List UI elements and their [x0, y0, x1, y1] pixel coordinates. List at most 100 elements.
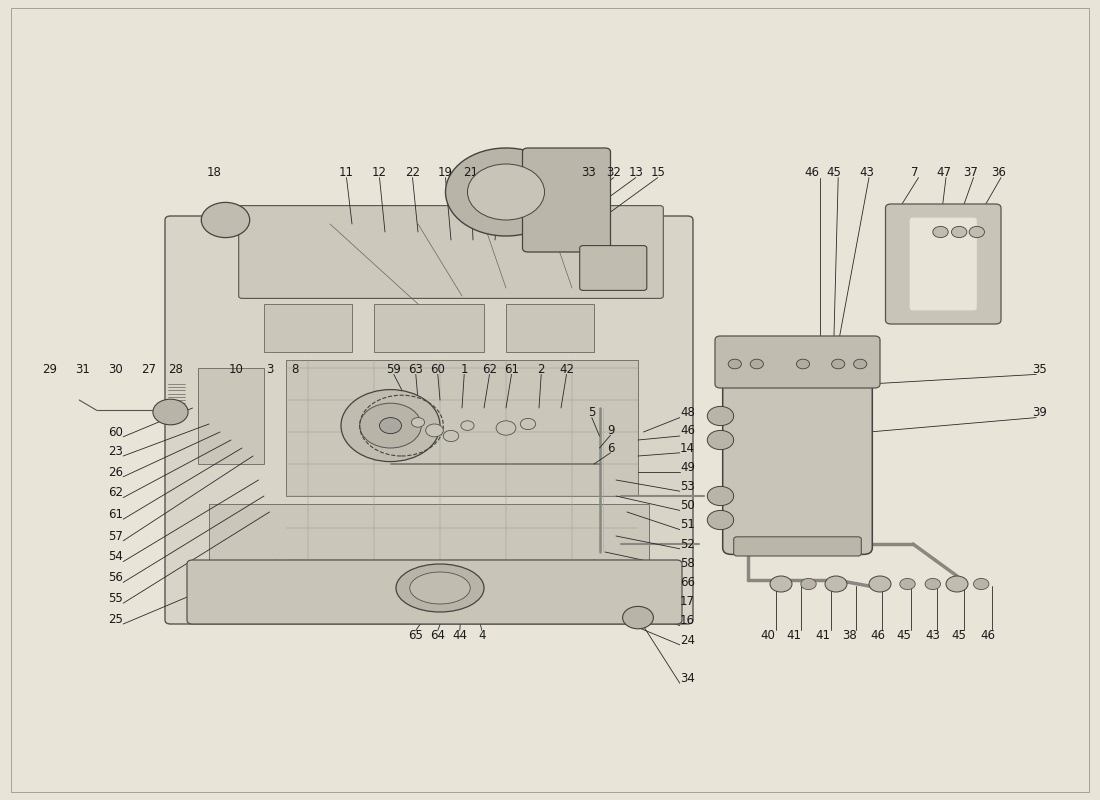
Text: 64: 64: [430, 629, 446, 642]
Text: 33: 33: [581, 166, 596, 178]
Circle shape: [360, 403, 421, 448]
Text: 23: 23: [108, 445, 123, 458]
Text: 45: 45: [952, 629, 967, 642]
Circle shape: [623, 606, 653, 629]
Text: 6: 6: [607, 442, 614, 454]
FancyBboxPatch shape: [522, 148, 611, 252]
Circle shape: [952, 226, 967, 238]
Text: 55: 55: [108, 592, 123, 605]
Text: 34: 34: [680, 672, 695, 685]
Text: 29: 29: [42, 363, 57, 376]
Text: 8: 8: [292, 363, 298, 376]
Text: 41: 41: [786, 629, 802, 642]
Circle shape: [707, 406, 734, 426]
Text: 27: 27: [141, 363, 156, 376]
Text: 57: 57: [108, 530, 123, 542]
Text: 5: 5: [588, 406, 595, 419]
Text: 40: 40: [760, 629, 775, 642]
Text: 51: 51: [680, 518, 695, 531]
Text: 63: 63: [408, 363, 424, 376]
FancyBboxPatch shape: [723, 350, 872, 554]
Text: 28: 28: [168, 363, 184, 376]
Text: 22: 22: [405, 166, 420, 178]
Bar: [374, 304, 484, 352]
Circle shape: [933, 226, 948, 238]
Text: 30: 30: [108, 363, 123, 376]
Circle shape: [770, 576, 792, 592]
Text: 9: 9: [607, 424, 614, 437]
Text: 25: 25: [108, 613, 123, 626]
Text: 47: 47: [936, 166, 952, 178]
Circle shape: [446, 148, 566, 236]
Text: 7: 7: [912, 166, 918, 178]
Circle shape: [520, 418, 536, 430]
Bar: [506, 304, 594, 352]
Text: 41: 41: [815, 629, 830, 642]
Circle shape: [969, 226, 984, 238]
Bar: [209, 504, 649, 576]
Text: 18: 18: [207, 166, 222, 178]
Circle shape: [707, 510, 734, 530]
Text: 59: 59: [386, 363, 402, 376]
FancyBboxPatch shape: [910, 218, 977, 310]
Text: 58: 58: [680, 557, 695, 570]
Text: 46: 46: [870, 629, 886, 642]
Text: 39: 39: [1032, 406, 1047, 419]
Circle shape: [341, 390, 440, 462]
Circle shape: [707, 486, 734, 506]
Text: 49: 49: [680, 461, 695, 474]
Bar: [264, 304, 352, 352]
Text: 44: 44: [452, 629, 468, 642]
Text: 12: 12: [372, 166, 387, 178]
Text: 36: 36: [991, 166, 1006, 178]
FancyBboxPatch shape: [734, 537, 861, 556]
FancyBboxPatch shape: [239, 206, 663, 298]
FancyBboxPatch shape: [886, 204, 1001, 324]
Text: 32: 32: [606, 166, 621, 178]
Circle shape: [379, 418, 401, 434]
Text: 26: 26: [108, 466, 123, 478]
Text: 46: 46: [804, 166, 820, 178]
Bar: [286, 360, 638, 496]
FancyBboxPatch shape: [580, 246, 647, 290]
Circle shape: [443, 430, 459, 442]
Circle shape: [946, 576, 968, 592]
Text: 62: 62: [482, 363, 497, 376]
Circle shape: [468, 164, 544, 220]
Text: 54: 54: [108, 550, 123, 563]
Circle shape: [426, 424, 443, 437]
Ellipse shape: [409, 572, 471, 604]
Text: 3: 3: [266, 363, 273, 376]
Text: 45: 45: [896, 629, 912, 642]
Text: 13: 13: [628, 166, 643, 178]
Text: 42: 42: [559, 363, 574, 376]
Text: 61: 61: [108, 508, 123, 521]
Text: 60: 60: [108, 426, 123, 438]
Text: 61: 61: [504, 363, 519, 376]
Circle shape: [900, 578, 915, 590]
Text: 14: 14: [680, 442, 695, 454]
Text: 35: 35: [1032, 363, 1047, 376]
Text: 50: 50: [680, 499, 695, 512]
Text: 21: 21: [463, 166, 478, 178]
Text: 15: 15: [650, 166, 666, 178]
Text: 46: 46: [680, 424, 695, 437]
Circle shape: [925, 578, 940, 590]
Text: 16: 16: [680, 614, 695, 627]
Text: 2: 2: [538, 363, 544, 376]
Circle shape: [728, 359, 741, 369]
Bar: [198, 368, 264, 464]
Text: 43: 43: [859, 166, 874, 178]
FancyBboxPatch shape: [734, 342, 861, 366]
Text: 24: 24: [680, 634, 695, 646]
Text: 1: 1: [461, 363, 468, 376]
Circle shape: [796, 359, 810, 369]
Text: 46: 46: [980, 629, 996, 642]
FancyBboxPatch shape: [187, 560, 682, 624]
Text: 52: 52: [680, 538, 695, 550]
Circle shape: [707, 430, 734, 450]
Circle shape: [153, 399, 188, 425]
Circle shape: [974, 578, 989, 590]
Circle shape: [750, 359, 763, 369]
Circle shape: [869, 576, 891, 592]
